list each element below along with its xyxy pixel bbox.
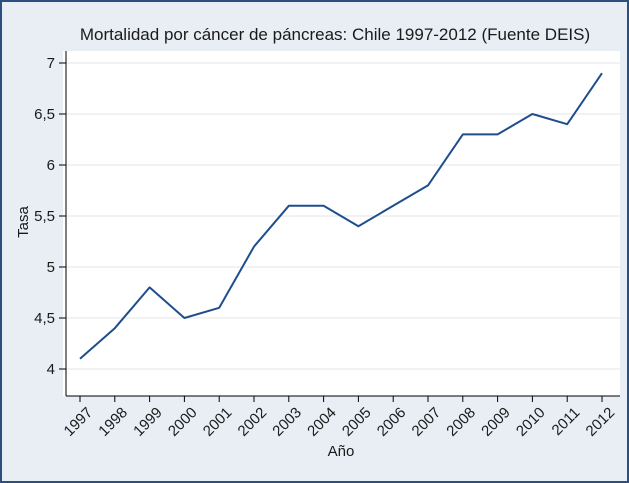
- x-tick-label: 2004: [304, 404, 340, 440]
- x-tick-label: 2007: [409, 404, 445, 440]
- series-line: [79, 72, 603, 360]
- x-axis-ticks: 1997 1998 1999 2000 2001 2002 2003 2004 2005 2006…: [61, 396, 619, 440]
- y-axis-ticks: 4 4,5 5 5,5 6 6,5 7: [34, 55, 66, 378]
- plot-area: [63, 51, 620, 396]
- x-tick-label: 1998: [95, 404, 131, 440]
- x-tick-label: 2000: [165, 404, 201, 440]
- x-axis-label: Año: [328, 443, 355, 460]
- x-tick-label: 2011: [549, 404, 584, 439]
- y-tick-label: 5,5: [34, 208, 55, 225]
- x-tick-label: 2001: [200, 404, 236, 440]
- y-axis-label: Tasa: [15, 206, 32, 238]
- y-tick-label: 5: [47, 259, 55, 276]
- x-tick-label: 2008: [443, 404, 479, 440]
- x-tick-label: 2009: [478, 404, 514, 440]
- gridlines: [66, 62, 620, 370]
- x-tick-label: 1999: [130, 404, 166, 440]
- y-tick-label: 7: [47, 55, 55, 72]
- x-tick-label: 1997: [61, 404, 97, 440]
- x-tick-label: 2005: [339, 404, 375, 440]
- x-tick-label: 2010: [513, 404, 549, 440]
- x-tick-label: 2003: [269, 404, 305, 440]
- y-tick-label: 4: [47, 361, 55, 378]
- y-tick-label: 4,5: [34, 310, 55, 327]
- y-tick-label: 6: [47, 157, 55, 174]
- x-tick-label: 2012: [583, 404, 619, 440]
- chart-title: Mortalidad por cáncer de páncreas: Chile…: [80, 25, 590, 44]
- x-tick-label: 2006: [374, 404, 410, 440]
- y-tick-label: 6,5: [34, 106, 55, 123]
- x-tick-label: 2002: [235, 404, 271, 440]
